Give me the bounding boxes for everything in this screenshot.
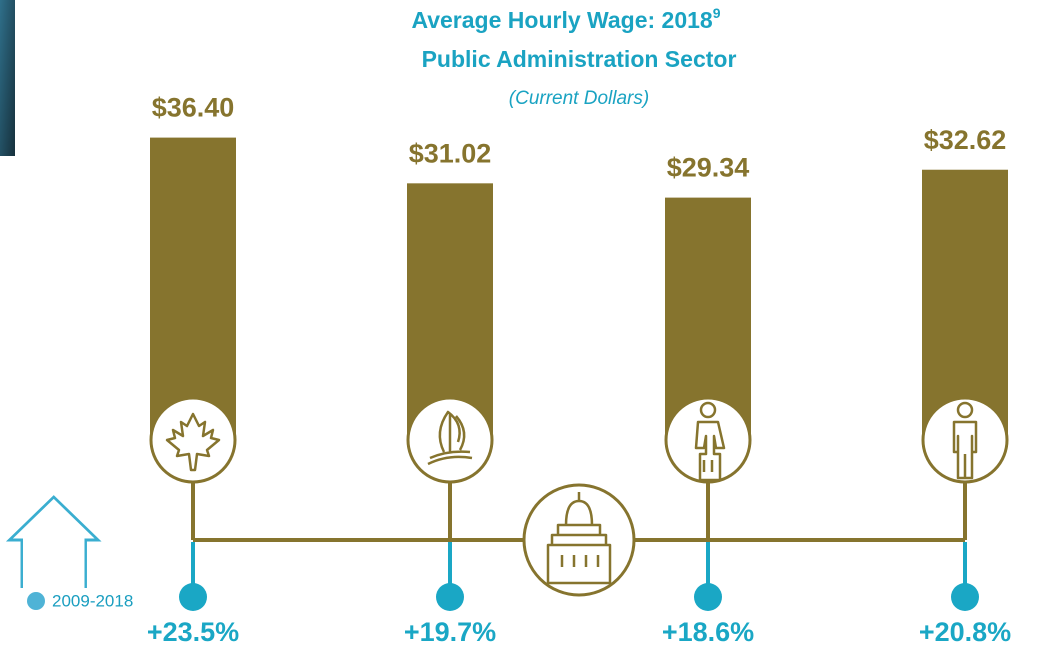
change-dot (694, 583, 722, 611)
chart-note: (Current Dollars) (509, 88, 649, 109)
icons: +23.5% +19.7% +18.6% +20.8% (147, 396, 1011, 647)
capitol-circle (522, 483, 636, 597)
capitol-icon (546, 492, 612, 585)
change-label: +23.5% (147, 617, 239, 647)
value-label: $32.62 (924, 125, 1007, 155)
change-dot (179, 583, 207, 611)
icon-circle (921, 396, 1009, 484)
change-dot (951, 583, 979, 611)
legend-dot (27, 592, 45, 610)
change-label: +20.8% (919, 617, 1011, 647)
change-dot (436, 583, 464, 611)
icon (165, 412, 221, 472)
change-label: +19.7% (404, 617, 496, 647)
chart-subtitle: Public Administration Sector (422, 46, 737, 72)
chart-title: Average Hourly Wage: 20189 (411, 5, 720, 33)
icon-circle (664, 396, 752, 484)
value-label: $29.34 (667, 153, 750, 183)
value-label: $31.02 (409, 138, 492, 168)
bar (150, 137, 236, 447)
change-label: +18.6% (662, 617, 754, 647)
icon (952, 401, 978, 480)
corner-image (0, 0, 15, 156)
icon (427, 410, 473, 466)
value-label: $36.40 (152, 93, 235, 123)
bars: $36.40 $31.02 $29.34 $32.62 (150, 93, 1008, 448)
icon (694, 401, 726, 482)
legend-label: 2009-2018 (52, 591, 133, 610)
up-arrow (5, 495, 102, 588)
icon-circle (149, 396, 237, 484)
